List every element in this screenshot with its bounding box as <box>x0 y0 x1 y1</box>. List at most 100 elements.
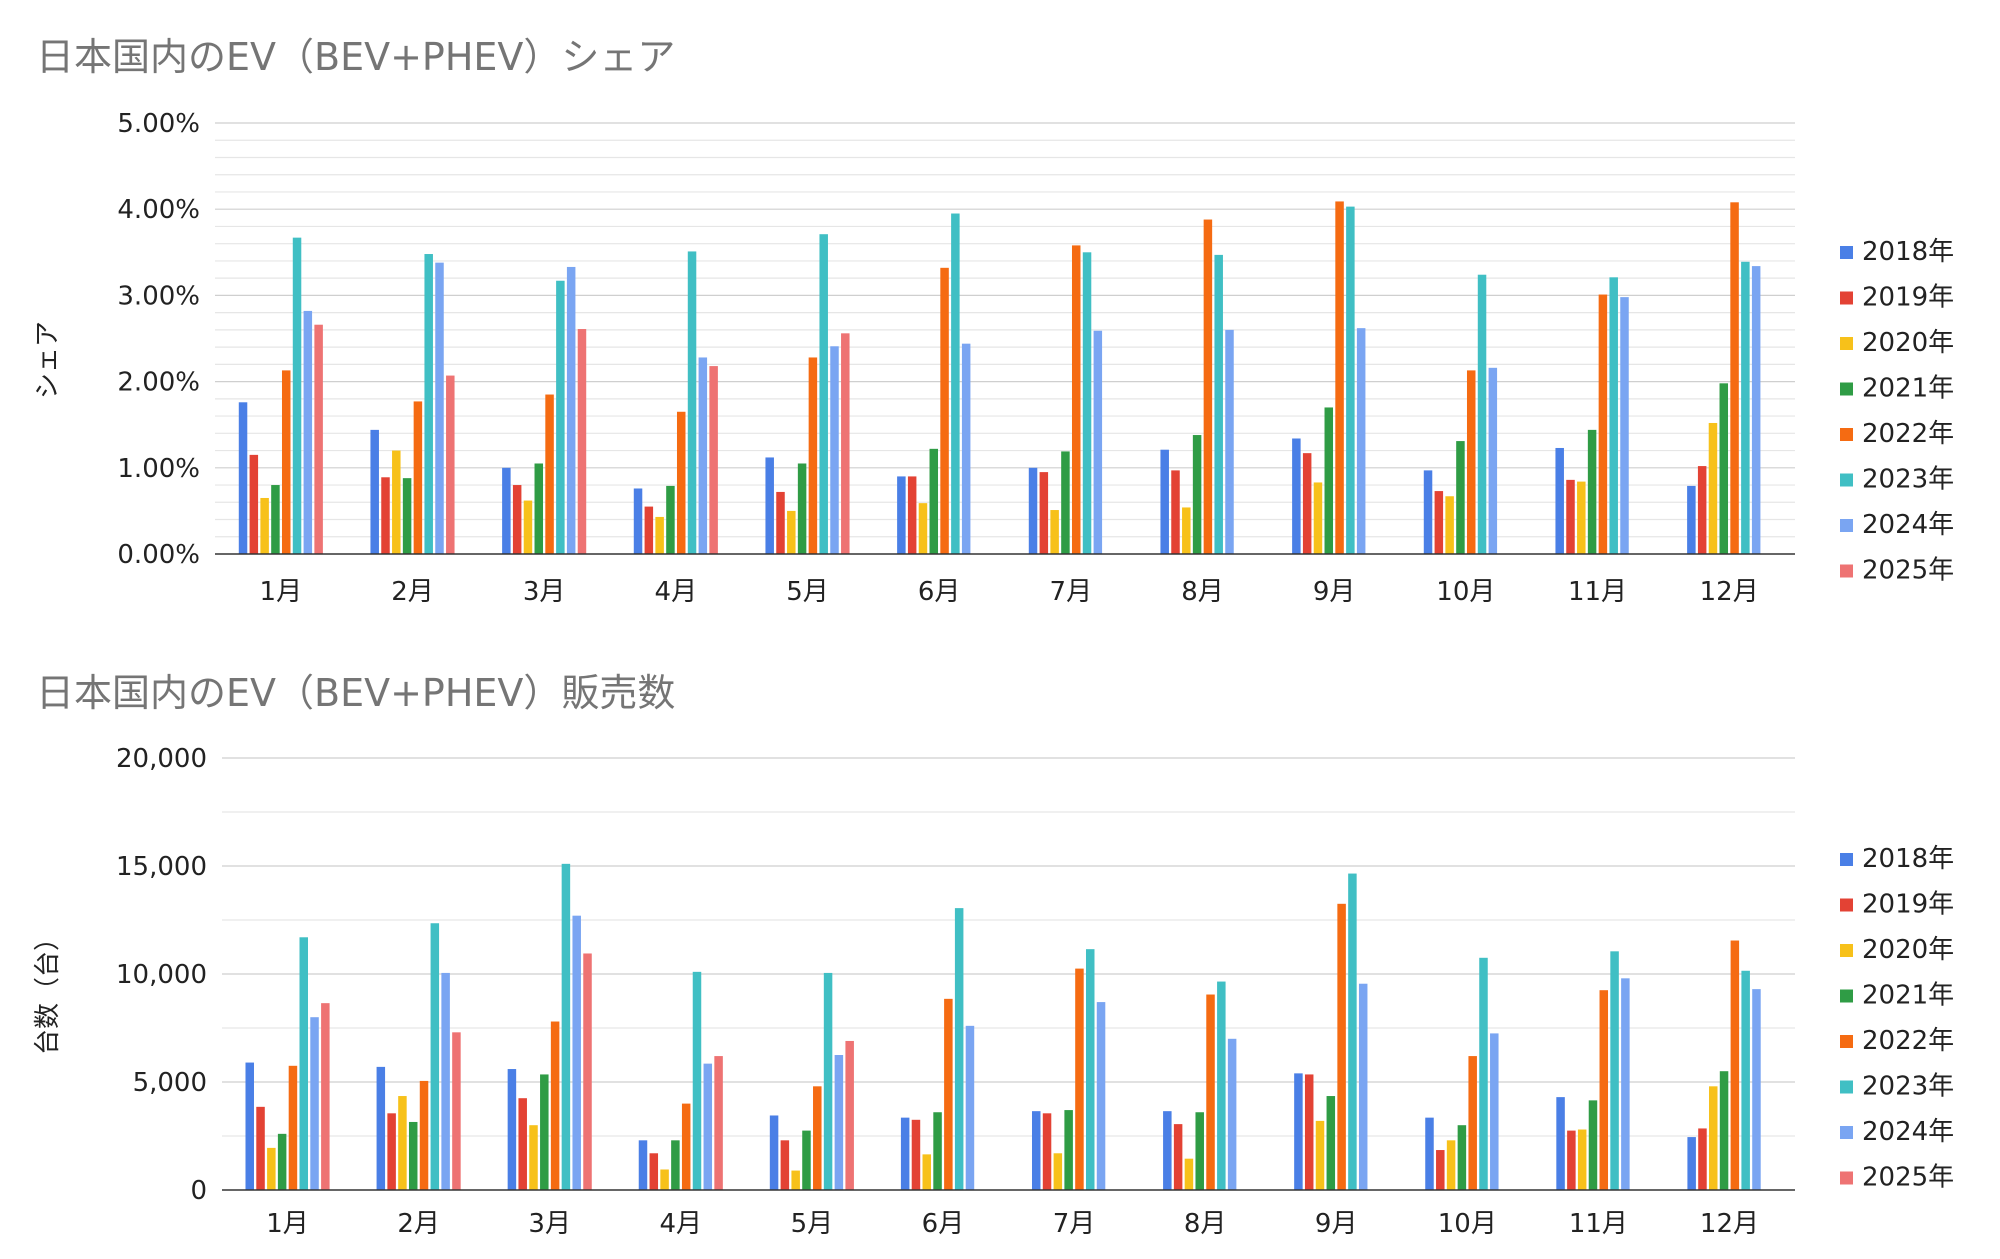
legend-swatch <box>1840 1035 1853 1048</box>
bar <box>299 937 308 1190</box>
x-category-label: 10月 <box>1438 1209 1497 1239</box>
bar <box>408 1121 418 1190</box>
bar <box>769 1115 779 1190</box>
bar <box>1082 252 1092 555</box>
bar <box>808 357 818 554</box>
bar <box>944 998 953 1190</box>
x-category-label: 9月 <box>1313 577 1356 607</box>
legend-label: 2018年 <box>1862 844 1954 874</box>
bar <box>911 1119 921 1190</box>
bar <box>703 1063 713 1190</box>
bar <box>534 463 544 554</box>
bar <box>1687 485 1696 554</box>
legend-swatch <box>1840 291 1853 305</box>
bar <box>402 478 412 554</box>
bar <box>1214 254 1223 555</box>
bar <box>1302 453 1312 554</box>
bar <box>633 488 643 554</box>
legend-swatch <box>1840 337 1853 350</box>
bar <box>249 454 259 554</box>
sales-chart-title: 日本国内のEV（BEV+PHEV）販売数 <box>36 671 675 715</box>
y-tick-label: 2.00% <box>117 368 200 398</box>
bar <box>897 476 906 554</box>
bar <box>823 972 833 1190</box>
bar <box>1577 481 1586 554</box>
y-tick-label: 5.00% <box>117 109 200 139</box>
bar <box>918 503 928 554</box>
bar <box>1346 206 1355 554</box>
bar <box>1457 1125 1467 1190</box>
legend-swatch <box>1840 1171 1853 1185</box>
bar <box>1348 873 1357 1190</box>
y-tick-label: 4.00% <box>117 195 200 225</box>
bar <box>900 1117 910 1190</box>
legend-label: 2021年 <box>1862 374 1954 404</box>
bar <box>933 1112 942 1190</box>
legend-label: 2019年 <box>1862 890 1954 920</box>
legend-label: 2025年 <box>1862 556 1954 586</box>
bar <box>1315 1120 1325 1190</box>
bar <box>907 476 917 554</box>
bar <box>1053 1153 1063 1190</box>
bar <box>1071 245 1081 555</box>
bar <box>413 401 423 554</box>
bar <box>649 1153 659 1190</box>
legend-swatch <box>1840 473 1853 487</box>
legend-swatch <box>1840 246 1853 259</box>
legend-label: 2023年 <box>1862 1072 1954 1102</box>
bar <box>940 267 949 554</box>
bar <box>1425 1117 1434 1190</box>
bar <box>1093 330 1103 554</box>
bar <box>392 450 401 554</box>
bar <box>1039 472 1049 554</box>
legend-label: 2024年 <box>1862 510 1954 540</box>
bar <box>267 1147 276 1190</box>
y-tick-label: 3.00% <box>117 281 200 311</box>
share-chart: 日本国内のEV（BEV+PHEV）シェア シェア 0.00% 1.00% 2.00%… <box>33 35 1954 607</box>
x-category-label: 3月 <box>523 577 566 607</box>
bar <box>1182 507 1191 554</box>
bar <box>1313 482 1323 554</box>
bar <box>1324 407 1334 554</box>
y-tick-label: 5,000 <box>133 1068 207 1098</box>
bar <box>1567 1130 1576 1190</box>
x-category-label: 1月 <box>260 577 303 607</box>
bar <box>1064 1110 1073 1190</box>
bar <box>271 485 280 554</box>
bar <box>566 266 576 554</box>
bar <box>1294 1073 1303 1190</box>
bar <box>698 357 708 554</box>
bar <box>529 1125 538 1190</box>
bar <box>321 1003 330 1190</box>
legend-label: 2022年 <box>1862 419 1954 449</box>
bar <box>1719 383 1729 554</box>
bar <box>1610 951 1619 1190</box>
bar <box>797 463 807 554</box>
bar <box>787 510 796 554</box>
x-category-label: 2月 <box>397 1209 440 1239</box>
bar <box>1730 940 1740 1190</box>
bar <box>819 234 828 554</box>
bar <box>1697 466 1707 554</box>
bar <box>310 1017 319 1190</box>
bar <box>561 863 571 1190</box>
bar <box>951 213 960 554</box>
y-tick-label: 1.00% <box>117 454 200 484</box>
bar <box>1709 1086 1718 1190</box>
bar <box>452 1032 461 1190</box>
bar <box>518 1098 527 1190</box>
bar <box>1085 949 1095 1190</box>
legend-label: 2020年 <box>1862 935 1954 965</box>
bar <box>1556 1097 1565 1190</box>
bar <box>780 1140 790 1190</box>
y-tick-label: 20,000 <box>116 744 207 774</box>
x-category-label: 4月 <box>655 577 698 607</box>
bar <box>1751 266 1761 554</box>
sales-chart: 日本国内のEV（BEV+PHEV）販売数 台数（台） 0 5,000 10,000 1… <box>33 671 1954 1239</box>
bar <box>1356 328 1366 554</box>
legend-label: 2019年 <box>1862 283 1954 313</box>
bar <box>545 394 554 554</box>
bar <box>288 1065 298 1190</box>
bar <box>1335 201 1344 554</box>
